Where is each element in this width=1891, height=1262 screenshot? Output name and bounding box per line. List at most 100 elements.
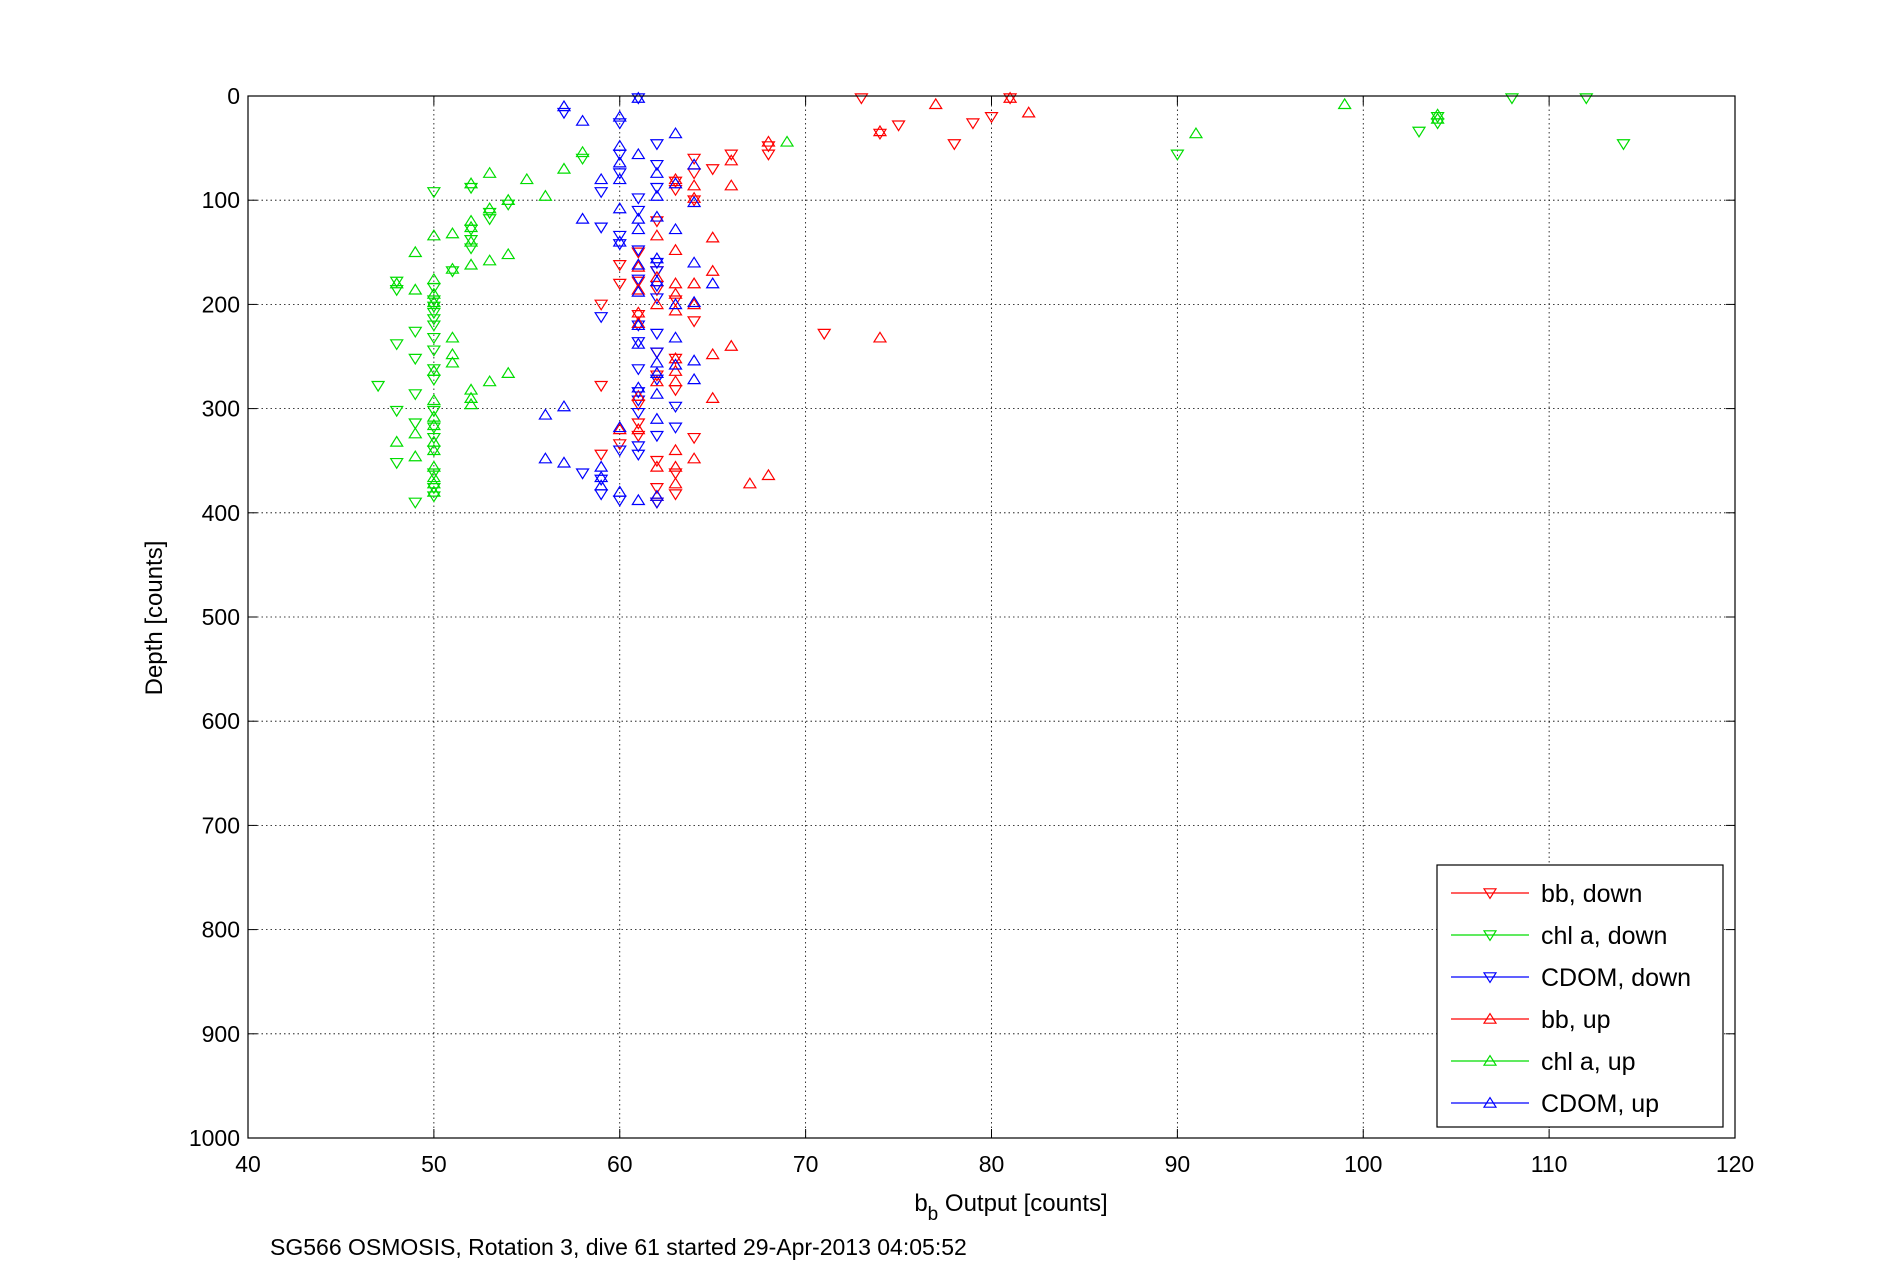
x-tick-label: 80 [979,1151,1005,1177]
data-point [687,372,702,385]
data-point [928,97,943,110]
data-point [463,391,479,403]
data-point [538,408,553,420]
data-point [649,210,665,222]
data-point [668,297,683,310]
data-point [668,477,683,489]
data-point [631,205,646,218]
data-point [594,172,609,185]
data-point [687,432,702,445]
data-point [668,353,683,366]
data-point [575,468,590,480]
data-point [463,214,479,226]
data-point [687,452,702,464]
data-point [463,243,479,255]
data-point [668,401,683,414]
axis-ticks [247,95,1736,1139]
data-point [408,326,423,339]
data-point [668,176,683,189]
data-point [631,316,646,328]
data-point [649,297,665,310]
data-point [631,91,646,103]
data-point [649,274,665,287]
data-point [872,331,888,343]
data-point [687,297,702,310]
data-point [612,485,627,497]
data-point [463,258,479,270]
data-point [761,468,776,481]
data-point [612,235,627,247]
data-point [501,193,516,205]
data-point [631,441,646,453]
data-point [779,135,795,147]
data-point [612,118,627,130]
figure-caption: SG566 OSMOSIS, Rotation 3, dive 61 start… [270,1234,967,1260]
y-tick-label: 500 [202,604,240,630]
data-point [761,149,776,161]
data-point [556,107,572,120]
data-point [649,430,665,443]
data-point [742,477,757,489]
data-point [631,389,646,401]
legend-item: chl a, up [1451,1048,1636,1076]
data-point [408,427,423,439]
legend-label: CDOM, up [1541,1090,1659,1118]
data-point [426,393,441,406]
series-0 [594,93,1018,509]
data-point [1337,97,1352,110]
data-point [594,299,609,311]
data-point [724,179,739,191]
data-point [575,114,590,126]
data-point [631,310,646,322]
legend-label: chl a, up [1541,1048,1636,1076]
data-point [631,283,646,295]
legend-item: bb, down [1451,880,1642,908]
data-point [947,139,962,151]
data-point [1411,126,1427,138]
data-point [519,172,534,185]
data-point [687,256,702,268]
data-point [631,276,646,289]
data-point [482,214,497,226]
x-tick-label: 70 [793,1151,819,1177]
data-point [631,320,646,332]
data-point [668,358,683,370]
data-point [854,93,869,105]
grid-lines [248,96,1735,1138]
data-point [408,283,423,295]
data-point [668,243,683,256]
y-tick-label: 0 [227,83,240,109]
legend-item: CDOM, down [1451,964,1691,992]
data-point [668,304,683,316]
data-point [649,370,665,382]
data-point [612,168,627,180]
data-point [482,202,497,214]
data-point [687,153,702,166]
legend-label: bb, down [1541,880,1642,908]
data-point [687,316,702,328]
data-point [612,260,627,272]
data-point [426,468,441,480]
data-point [408,353,423,366]
x-tick-label: 60 [607,1151,633,1177]
data-point [631,422,646,435]
data-point [445,227,460,239]
data-point [463,176,479,189]
data-point [649,252,665,264]
data-point [705,231,720,243]
y-tick-label: 800 [202,917,240,943]
data-point [668,331,683,343]
data-point [705,277,720,289]
data-point [538,452,553,464]
data-point [594,479,609,491]
data-point [631,93,646,105]
y-tick-labels: 0 100 200 300 400 500 600 700 800 900 1000 [189,83,240,1151]
data-point [724,149,739,161]
data-point [1430,112,1445,124]
data-point [649,374,665,387]
data-point [408,449,423,462]
data-point [594,312,609,324]
data-point [1504,93,1520,105]
data-point [445,347,460,360]
